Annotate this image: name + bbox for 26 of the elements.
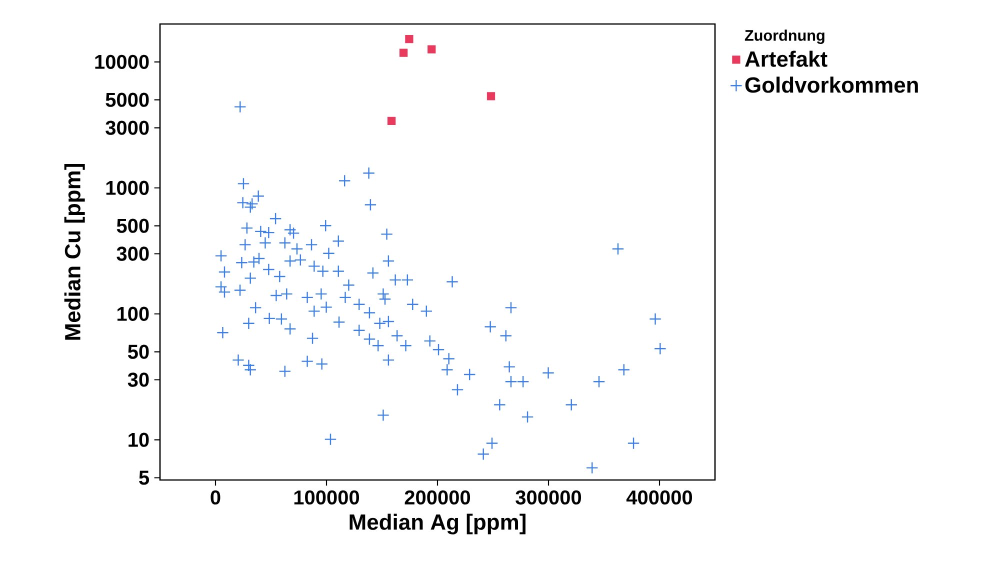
y-tick-label: 300 [116, 246, 149, 261]
legend-title: Zuordnung [744, 30, 824, 44]
y-tick-label: 50 [128, 344, 149, 359]
legend-label: Artefakt [745, 50, 828, 67]
y-tick-label: 100 [117, 306, 149, 321]
x-tick-label: 100000 [294, 490, 360, 505]
point [486, 92, 496, 100]
legend-label: Goldvorkommen [745, 76, 918, 93]
x-tick-label: 0 [210, 490, 220, 505]
y-tick-label: 10 [128, 432, 149, 447]
x-tick-label: 200000 [404, 490, 470, 505]
y-tick-label: 10000 [95, 54, 149, 69]
x-tick-label: 300000 [516, 490, 582, 505]
y-tick-label: 30 [128, 372, 149, 387]
y-axis-title: Median Cu [ppm] [64, 164, 85, 340]
point [387, 116, 396, 126]
point [428, 45, 436, 54]
x-axis-title: Median Ag [ppm] [350, 514, 526, 534]
y-tick-label: 5000 [106, 92, 149, 107]
y-tick-label: 1000 [106, 180, 149, 195]
y-tick-label: 5 [139, 470, 150, 485]
point [405, 34, 414, 44]
y-tick-label: 3000 [106, 120, 149, 135]
x-tick-label: 400000 [626, 490, 692, 505]
point [399, 48, 408, 57]
y-tick-label: 500 [116, 218, 149, 233]
